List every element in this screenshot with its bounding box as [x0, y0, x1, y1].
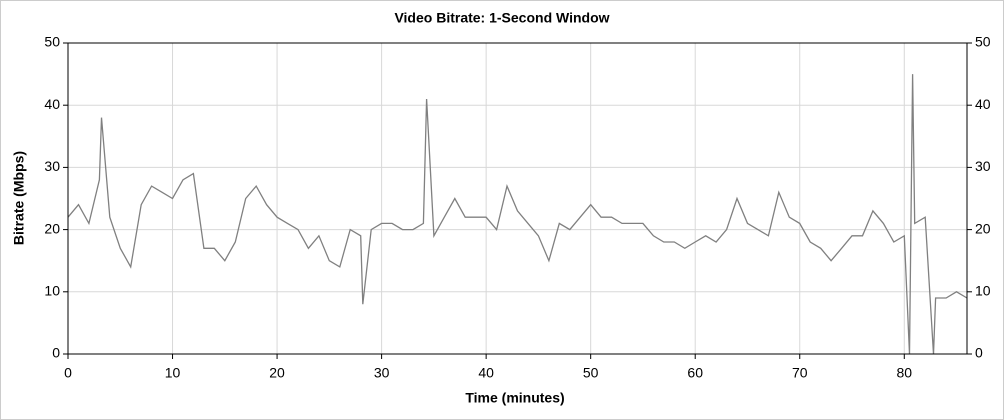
- y-tick-label: 20: [44, 220, 60, 236]
- x-axis-label: Time (minutes): [465, 390, 564, 406]
- y2-tick-label: 30: [975, 158, 991, 174]
- x-tick-label: 40: [478, 365, 494, 381]
- y2-tick-label: 0: [975, 345, 983, 361]
- y-tick-label: 50: [44, 34, 60, 50]
- x-tick-label: 50: [583, 365, 599, 381]
- x-tick-label: 30: [374, 365, 390, 381]
- y2-tick-label: 50: [975, 34, 991, 50]
- y-axis-label: Bitrate (Mbps): [11, 151, 27, 245]
- y2-tick-label: 20: [975, 220, 991, 236]
- bitrate-line: [67, 74, 968, 355]
- x-tick-label: 10: [165, 365, 181, 381]
- y-tick-label: 30: [44, 158, 60, 174]
- x-tick-label: 60: [687, 365, 703, 381]
- y2-tick-label: 10: [975, 283, 991, 299]
- x-tick-label: 80: [896, 365, 912, 381]
- y-tick-label: 10: [44, 283, 60, 299]
- plot-border: [67, 42, 968, 355]
- y2-tick-label: 40: [975, 96, 991, 112]
- chart-title: Video Bitrate: 1-Second Window: [394, 10, 609, 26]
- y-tick-label: 40: [44, 96, 60, 112]
- x-tick-label: 0: [64, 365, 72, 381]
- y-tick-label: 0: [52, 345, 60, 361]
- x-tick-label: 20: [269, 365, 285, 381]
- plot-area: [68, 43, 967, 354]
- x-tick-label: 70: [792, 365, 808, 381]
